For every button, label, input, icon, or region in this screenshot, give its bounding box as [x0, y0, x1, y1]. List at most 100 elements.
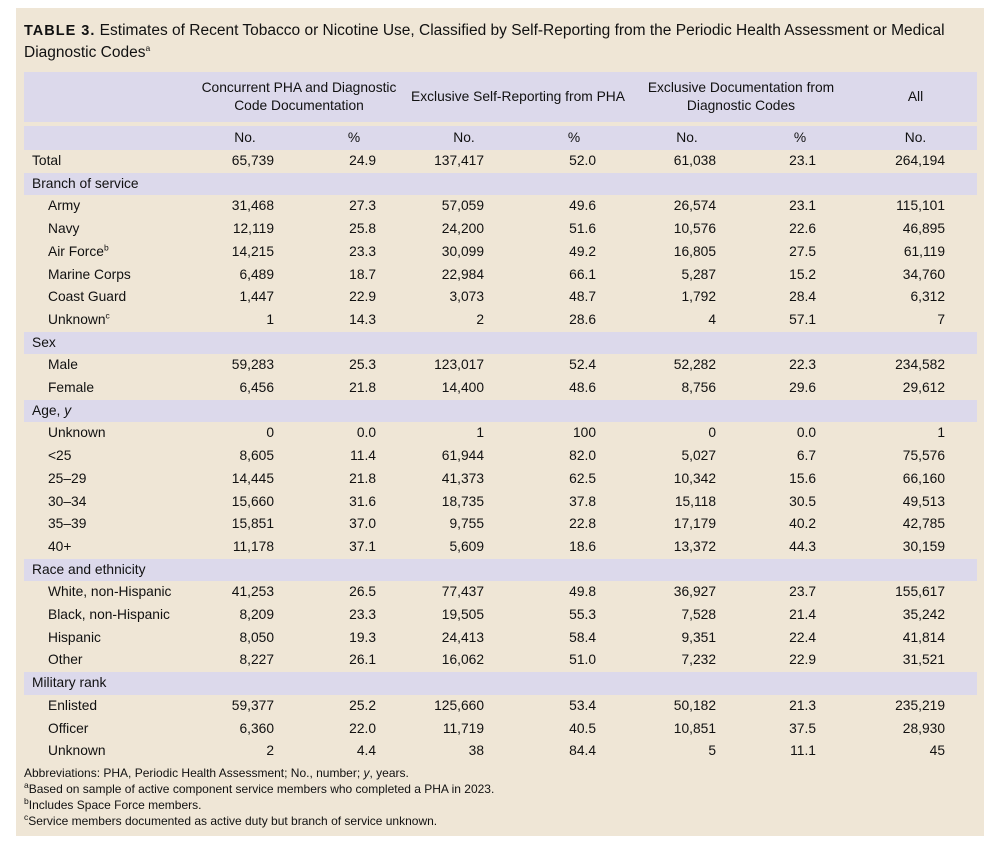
table-cell: 0.0	[796, 425, 816, 441]
table-cell: 21.3	[789, 697, 816, 713]
table-cell: 11,719	[442, 720, 484, 736]
table-cell: 10,851	[673, 720, 716, 736]
row-label: 25–29	[48, 470, 87, 486]
table-cell: 51.0	[569, 652, 596, 668]
table-cell: 1,447	[239, 289, 274, 305]
table-cell: 7,232	[681, 652, 716, 668]
table-cell: 22.9	[349, 289, 376, 305]
table-cell: 11.1	[790, 743, 816, 759]
table-cell: 29,612	[902, 380, 945, 396]
table-row: 25–29 14,445 21.8 41,373 62.5 10,342 15.6 66,16…	[24, 468, 977, 491]
table-cell: 16,062	[441, 652, 484, 668]
table-label: TABLE 3.	[24, 23, 96, 39]
table-cell: 57,059	[441, 198, 484, 214]
table-cell: 61,119	[903, 243, 945, 259]
table-cell: 18.6	[569, 538, 596, 554]
table-cell: 11,178	[232, 538, 274, 554]
footnote-a: aBased on sample of active component ser…	[24, 780, 495, 796]
table-cell: 15.6	[789, 470, 816, 486]
row-label: Air Forceb	[48, 242, 109, 259]
table-cell: 66.1	[569, 266, 596, 282]
section-header-row: Race and ethnicity	[24, 558, 977, 582]
table-row: Black, non-Hispanic 8,209 23.3 19,505 55.3 7,…	[24, 604, 977, 627]
table-cell: 3,073	[449, 289, 484, 305]
table-cell: 21.8	[349, 380, 376, 396]
row-label: 40+	[48, 538, 72, 554]
row-label: Male	[48, 357, 78, 373]
row-label: Hispanic	[48, 629, 101, 645]
table-cell: 0	[266, 425, 274, 441]
table-cell: 26.1	[349, 652, 376, 668]
table-cell: 8,756	[681, 380, 716, 396]
row-label: Female	[48, 380, 95, 396]
table-cell: 14,445	[231, 470, 274, 486]
table-cell: 57.1	[789, 311, 816, 327]
table-cell: 18.7	[349, 266, 376, 282]
table-cell: 25.2	[349, 697, 376, 713]
row-label: Unknown	[48, 425, 106, 441]
section-label: Age, y	[24, 399, 977, 423]
table-row: Hispanic 8,050 19.3 24,413 58.4 9,351 22.4 41,8…	[24, 627, 977, 650]
table-cell: 7,528	[681, 607, 716, 623]
data-table: Concurrent PHA and Diagnostic Code Docum…	[24, 72, 977, 763]
table-cell: 14,215	[231, 243, 274, 259]
table-cell: 75,576	[902, 448, 945, 464]
header-unit: No.	[628, 126, 746, 150]
table-cell: 37.5	[789, 720, 816, 736]
table-cell: 137,417	[434, 153, 484, 168]
row-label: Black, non-Hispanic	[48, 607, 170, 623]
header-all: All	[854, 72, 977, 122]
table-cell: 14,400	[441, 380, 484, 396]
table-row: <25 8,605 11.4 61,944 82.0 5,027 6.7 75,576	[24, 445, 977, 468]
header-unit: No.	[190, 126, 300, 150]
table-cell: 21.8	[349, 470, 376, 486]
table-cell: 38	[468, 743, 484, 759]
table-cell: 6,456	[239, 380, 274, 396]
table-cell: 5	[708, 743, 716, 759]
table-cell: 22.8	[569, 516, 596, 532]
table-cell: 22.4	[789, 629, 816, 645]
table-cell: 235,219	[895, 697, 945, 713]
table-cell: 11.4	[350, 448, 376, 464]
title-footnote-mark: a	[145, 42, 151, 53]
table-cell: 125,660	[434, 697, 484, 713]
table-cell: 10,342	[673, 470, 716, 486]
table-cell: 15,660	[231, 493, 274, 509]
table-cell: 41,373	[441, 470, 484, 486]
table-cell: 45	[929, 743, 945, 759]
table-cell: 41,253	[231, 584, 274, 600]
table-cell: 1	[476, 425, 484, 441]
table-cell: 49,513	[902, 493, 945, 509]
table-cell: 4	[708, 311, 716, 327]
footnote-abbreviations: Abbreviations: PHA, Periodic Health Asse…	[24, 766, 409, 780]
header-diagnostic-codes: Exclusive Documentation from Diagnostic …	[628, 72, 854, 122]
table-row: Unknown 0 0.0 1 100 0 0.0 1	[24, 422, 977, 445]
row-label: Unknownc	[48, 310, 110, 327]
table-cell: 7	[937, 311, 945, 327]
table-cell: 26,574	[673, 198, 716, 214]
table-cell: 30,159	[902, 538, 945, 554]
header-row-groups: Concurrent PHA and Diagnostic Code Docum…	[24, 72, 977, 122]
table-cell: 23.7	[789, 584, 816, 600]
header-self-reporting: Exclusive Self-Reporting from PHA	[408, 72, 628, 122]
table-cell: 4.4	[356, 743, 376, 759]
table-cell: 2	[476, 311, 484, 327]
table-cell: 49.6	[569, 198, 596, 214]
table-cell: 44.3	[789, 538, 816, 554]
table-cell: 15.2	[789, 266, 816, 282]
table-cell: 28,930	[902, 720, 945, 736]
table-cell: 1,792	[681, 289, 716, 305]
table-cell: 24,200	[441, 221, 484, 237]
table-row: Coast Guard 1,447 22.9 3,073 48.7 1,792 28.4 6,…	[24, 286, 977, 309]
table-cell: 34,760	[902, 266, 945, 282]
table-cell: 15,851	[231, 516, 274, 532]
table-cell: 52.0	[569, 153, 596, 168]
table-cell: 58.4	[569, 629, 596, 645]
table-cell: 17,179	[673, 516, 716, 532]
table-cell: 28.6	[569, 311, 596, 327]
table-cell: 8,605	[239, 448, 274, 464]
footnote-b: bIncludes Space Force members.	[24, 796, 202, 812]
table-title-text: Estimates of Recent Tobacco or Nicotine …	[24, 22, 945, 61]
table-cell: 51.6	[569, 221, 596, 237]
section-label: Race and ethnicity	[24, 558, 977, 582]
